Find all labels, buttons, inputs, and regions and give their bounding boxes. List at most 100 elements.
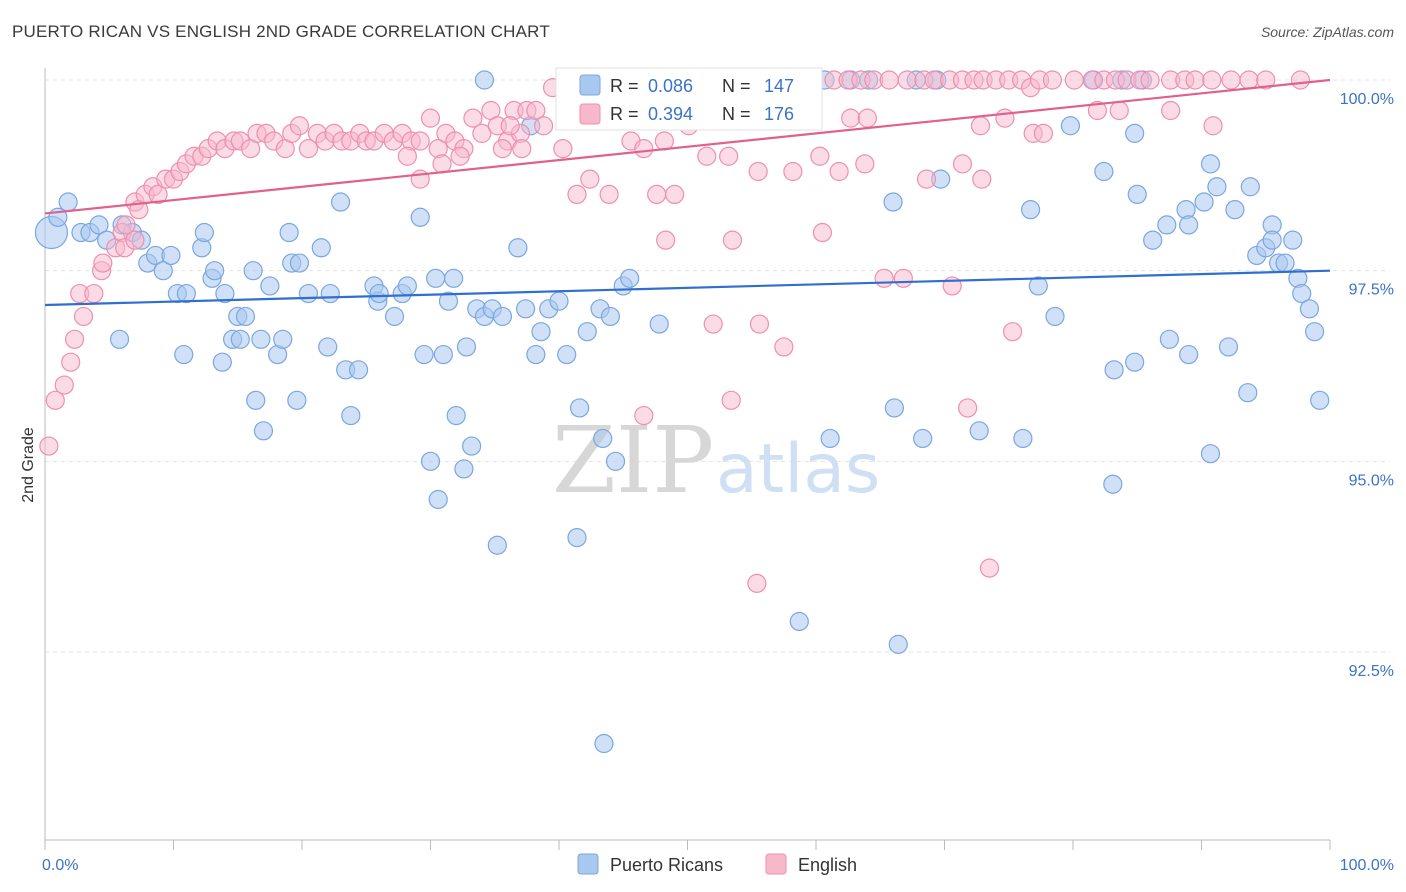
point-puerto-ricans-50 xyxy=(438,291,459,311)
point-puerto-ricans-76 xyxy=(341,405,361,426)
point-english-157 xyxy=(812,222,833,243)
point-puerto-ricans-133 xyxy=(1218,337,1239,357)
point-english-153 xyxy=(1161,100,1181,121)
point-puerto-ricans-49 xyxy=(433,344,453,365)
point-english-117 xyxy=(1290,70,1311,90)
point-puerto-ricans-74 xyxy=(253,421,274,441)
stats-n-label-2: N = xyxy=(722,104,751,124)
y-tick-label-0: 92.5% xyxy=(1349,663,1394,680)
point-puerto-ricans-121 xyxy=(1275,253,1295,273)
point-english-150 xyxy=(995,108,1015,128)
point-puerto-ricans-48 xyxy=(426,268,446,288)
point-english-133 xyxy=(647,184,667,204)
point-puerto-ricans-68 xyxy=(620,268,640,288)
point-puerto-ricans-131 xyxy=(1159,329,1179,349)
point-puerto-ricans-72 xyxy=(212,352,232,372)
point-puerto-ricans-113 xyxy=(1200,154,1221,174)
point-english-114 xyxy=(1221,70,1241,90)
point-puerto-ricans-141 xyxy=(820,428,840,449)
point-english-148 xyxy=(857,108,878,128)
point-puerto-ricans-60 xyxy=(531,322,551,342)
point-english-159 xyxy=(893,268,913,288)
point-puerto-ricans-78 xyxy=(462,436,482,456)
point-puerto-ricans-109 xyxy=(1157,215,1177,235)
point-puerto-ricans-66 xyxy=(600,306,621,327)
y-axis-label: 2nd Grade xyxy=(20,427,37,503)
point-english-3 xyxy=(61,352,81,372)
watermark-atlas: atlas xyxy=(716,430,880,509)
point-puerto-ricans-108 xyxy=(1143,230,1163,250)
point-english-113 xyxy=(1202,70,1222,90)
point-english-129 xyxy=(1033,123,1054,143)
trend-lines xyxy=(44,78,1331,307)
point-english-50 xyxy=(420,108,441,128)
point-puerto-ricans-47 xyxy=(414,344,434,365)
point-puerto-ricans-99 xyxy=(883,192,903,212)
point-english-154 xyxy=(1203,116,1223,136)
point-puerto-ricans-107 xyxy=(1127,184,1147,204)
point-english-122 xyxy=(810,146,830,166)
point-puerto-ricans-43 xyxy=(384,306,405,327)
point-english-155 xyxy=(656,230,676,250)
x-tick-labels: 0.0% 100.0% xyxy=(42,857,1394,874)
source-label: Source: ZipAtlas.com xyxy=(1260,24,1394,40)
point-english-9 xyxy=(93,253,113,273)
y-tick-labels: 92.5% 95.0% 97.5% 100.0% xyxy=(1340,91,1394,680)
trend-line-english xyxy=(44,78,1331,215)
point-puerto-ricans-80 xyxy=(454,459,474,479)
x-tick-label-0: 0.0% xyxy=(42,857,78,874)
point-puerto-ricans-20 xyxy=(215,283,235,304)
point-puerto-ricans-27 xyxy=(260,276,280,296)
point-english-158 xyxy=(874,268,894,288)
point-english-12 xyxy=(116,215,136,235)
point-puerto-ricans-70 xyxy=(109,329,130,349)
point-english-35 xyxy=(289,116,310,136)
point-english-120 xyxy=(748,161,768,182)
point-puerto-ricans-42 xyxy=(369,283,389,304)
point-puerto-ricans-122 xyxy=(1283,230,1303,250)
point-english-102 xyxy=(1042,70,1063,90)
y-tick-label-1: 95.0% xyxy=(1349,472,1394,489)
point-puerto-ricans-30 xyxy=(279,222,299,243)
point-puerto-ricans-102 xyxy=(1028,276,1048,296)
point-english-7 xyxy=(84,283,104,304)
point-puerto-ricans-85 xyxy=(605,451,626,471)
point-english-112 xyxy=(1185,70,1205,90)
series-puerto-ricans xyxy=(34,70,1330,754)
point-english-36 xyxy=(298,139,319,159)
point-english-119 xyxy=(719,146,739,166)
point-puerto-ricans-64 xyxy=(577,322,597,342)
point-english-140 xyxy=(432,154,452,174)
point-puerto-ricans-57 xyxy=(508,238,528,258)
point-puerto-ricans-86 xyxy=(567,527,587,548)
point-english-164 xyxy=(1003,322,1023,342)
point-english-138 xyxy=(397,146,417,166)
grid-lines xyxy=(45,79,1390,653)
point-puerto-ricans-63 xyxy=(557,344,577,365)
point-english-2 xyxy=(54,375,74,395)
point-english-147 xyxy=(841,108,861,128)
legend-swatch-puerto-ricans xyxy=(577,853,599,875)
chart-title: PUERTO RICAN VS ENGLISH 2ND GRADE CORREL… xyxy=(12,22,550,41)
point-english-90 xyxy=(897,70,917,90)
point-puerto-ricans-15 xyxy=(176,283,196,304)
point-english-4 xyxy=(64,329,85,349)
point-english-64 xyxy=(533,116,554,136)
point-puerto-ricans-103 xyxy=(1045,306,1065,327)
stats-r-value-2: 0.394 xyxy=(648,104,693,124)
point-english-5 xyxy=(73,306,94,327)
point-puerto-ricans-126 xyxy=(1304,322,1325,342)
point-puerto-ricans-39 xyxy=(348,360,369,380)
y-tick-label-2: 97.5% xyxy=(1349,282,1394,299)
point-puerto-ricans-82 xyxy=(487,535,507,555)
point-english-165 xyxy=(721,390,741,410)
point-english-115 xyxy=(1239,70,1259,90)
point-puerto-ricans-5 xyxy=(89,215,109,235)
point-puerto-ricans-37 xyxy=(330,192,351,212)
point-english-136 xyxy=(500,116,520,136)
point-english-162 xyxy=(749,314,770,334)
point-puerto-ricans-12 xyxy=(153,261,173,281)
x-tick-label-1: 100.0% xyxy=(1340,857,1394,874)
point-puerto-ricans-62 xyxy=(549,291,569,311)
point-puerto-ricans-140 xyxy=(913,428,933,449)
